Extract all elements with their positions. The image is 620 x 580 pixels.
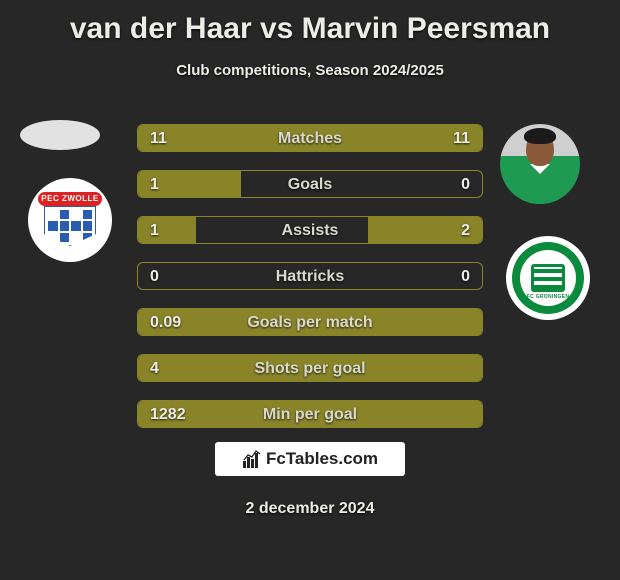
player-left-avatar: [20, 120, 100, 150]
stat-row: 11Matches11: [137, 124, 483, 152]
page-title: van der Haar vs Marvin Peersman: [0, 0, 620, 46]
stat-label: Matches: [138, 125, 482, 151]
stat-row: 0Hattricks0: [137, 262, 483, 290]
pec-shield-icon: [44, 206, 96, 246]
stat-label: Goals: [138, 171, 482, 197]
groningen-badge-text: FC GRONINGEN: [520, 294, 576, 300]
stat-row: 1Goals0: [137, 170, 483, 198]
stat-label: Hattricks: [138, 263, 482, 289]
stat-row: 0.09Goals per match: [137, 308, 483, 336]
stat-label: Assists: [138, 217, 482, 243]
subtitle: Club competitions, Season 2024/2025: [0, 62, 620, 79]
stat-row: 1Assists2: [137, 216, 483, 244]
stat-value-right: 2: [461, 217, 470, 244]
stat-label: Shots per goal: [138, 355, 482, 381]
date-text: 2 december 2024: [0, 500, 620, 518]
stat-label: Min per goal: [138, 401, 482, 427]
fctables-icon: [242, 449, 262, 469]
stat-label: Goals per match: [138, 309, 482, 335]
stats-container: 11Matches111Goals01Assists20Hattricks00.…: [137, 124, 483, 446]
stat-row: 4Shots per goal: [137, 354, 483, 382]
groningen-icon: [531, 264, 565, 292]
club-right-badge: FC GRONINGEN: [506, 236, 590, 320]
stat-value-right: 0: [461, 263, 470, 290]
club-left-badge: PEC ZWOLLE: [28, 178, 112, 262]
pec-banner-text: PEC ZWOLLE: [38, 192, 102, 206]
player-right-avatar: [500, 124, 580, 204]
stat-value-right: 11: [453, 125, 470, 152]
stat-value-right: 0: [461, 171, 470, 198]
stat-row: 1282Min per goal: [137, 400, 483, 428]
fctables-logo: FcTables.com: [215, 442, 405, 476]
fctables-text: FcTables.com: [266, 449, 378, 469]
